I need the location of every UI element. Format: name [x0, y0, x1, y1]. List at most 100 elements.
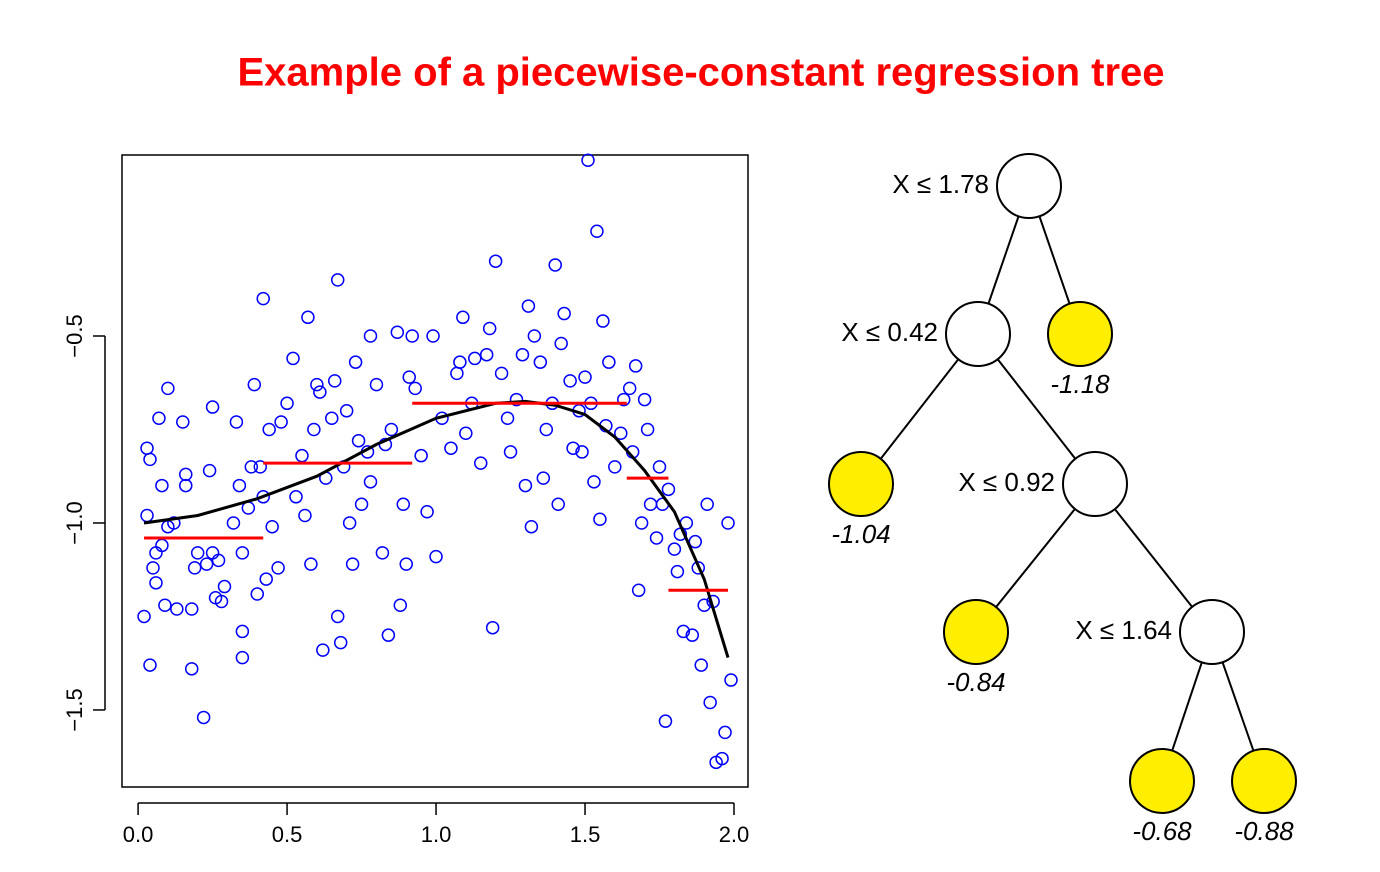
data-point	[256, 490, 270, 504]
data-point	[196, 710, 211, 725]
split-node	[1062, 451, 1128, 517]
data-point	[179, 467, 193, 482]
data-point	[363, 475, 378, 489]
data-point	[703, 695, 717, 710]
data-point	[578, 370, 592, 384]
data-point	[551, 497, 565, 512]
data-point	[715, 751, 729, 766]
data-point	[500, 411, 515, 426]
data-point	[262, 422, 276, 437]
data-point	[414, 448, 428, 463]
data-point	[211, 553, 226, 568]
leaf-label: -0.84	[946, 667, 1005, 697]
data-point	[253, 460, 268, 474]
data-point	[694, 658, 708, 672]
data-point	[488, 254, 503, 268]
data-point	[235, 624, 250, 639]
leaf-label: -0.88	[1234, 816, 1294, 846]
data-point	[146, 561, 160, 575]
data-point	[348, 355, 363, 369]
data-point	[631, 583, 646, 598]
data-point	[184, 662, 199, 676]
split-label: X ≤ 1.78	[892, 169, 989, 199]
data-point	[429, 549, 443, 564]
data-point	[250, 587, 265, 601]
data-point	[450, 366, 464, 381]
data-point	[685, 628, 700, 642]
smooth-curve	[143, 399, 730, 659]
data-point	[521, 299, 536, 313]
y-tick-label: −0.5	[62, 314, 87, 357]
leaf-node	[1129, 748, 1195, 814]
data-point	[453, 355, 467, 369]
data-point	[327, 374, 342, 388]
data-point	[402, 370, 416, 384]
x-tick-label: 0.0	[123, 822, 154, 847]
data-point	[307, 422, 321, 437]
data-point	[155, 538, 169, 553]
data-point	[468, 351, 482, 366]
data-point	[235, 650, 250, 665]
leaf-node	[1231, 748, 1297, 814]
data-point	[205, 400, 220, 414]
data-point	[325, 411, 339, 426]
data-point	[724, 673, 738, 687]
page-title: Example of a piecewise-constant regressi…	[237, 51, 1164, 95]
data-point	[637, 392, 652, 407]
data-point	[533, 355, 548, 369]
x-tick-label: 0.5	[272, 822, 303, 847]
data-point	[190, 546, 205, 560]
data-point	[634, 516, 649, 530]
data-point	[399, 557, 413, 571]
leaf-label: -0.68	[1132, 816, 1192, 846]
data-point	[509, 392, 524, 407]
data-point	[539, 422, 554, 437]
data-point	[259, 572, 273, 586]
data-point	[158, 598, 172, 613]
plot-box	[121, 154, 749, 788]
split-node	[945, 301, 1011, 367]
data-point	[381, 628, 396, 642]
data-point	[602, 355, 616, 369]
data-point	[298, 508, 312, 523]
data-point	[485, 620, 500, 635]
data-point	[316, 643, 330, 657]
data-point	[721, 516, 735, 530]
leaf-node	[1047, 301, 1113, 367]
data-point	[310, 377, 324, 392]
data-point	[718, 725, 732, 740]
data-point	[363, 329, 378, 343]
data-point	[563, 374, 577, 388]
data-point	[652, 460, 667, 474]
y-tick-label: −1.0	[62, 501, 87, 544]
data-point	[581, 153, 595, 167]
data-point	[384, 422, 399, 437]
data-point	[161, 381, 175, 396]
data-point	[351, 433, 366, 448]
leaf-label: -1.04	[831, 519, 890, 549]
data-point	[354, 497, 369, 512]
data-point	[393, 598, 408, 613]
data-point	[187, 561, 202, 575]
data-point	[527, 329, 542, 343]
data-point	[617, 392, 631, 407]
data-point	[515, 347, 530, 362]
split-label: X ≤ 0.42	[841, 317, 938, 347]
data-point	[176, 415, 190, 429]
data-point	[333, 635, 348, 650]
data-point	[557, 306, 571, 321]
data-point	[649, 531, 664, 545]
data-point	[330, 273, 345, 287]
data-point	[247, 377, 262, 392]
data-point	[667, 542, 682, 556]
split-label: X ≤ 1.64	[1075, 615, 1172, 645]
data-point	[140, 441, 154, 455]
data-point	[459, 426, 473, 440]
data-point	[184, 602, 199, 616]
data-point	[697, 598, 711, 613]
data-point	[503, 445, 518, 459]
data-point	[149, 576, 163, 590]
data-point	[143, 452, 157, 467]
data-point	[622, 381, 637, 396]
